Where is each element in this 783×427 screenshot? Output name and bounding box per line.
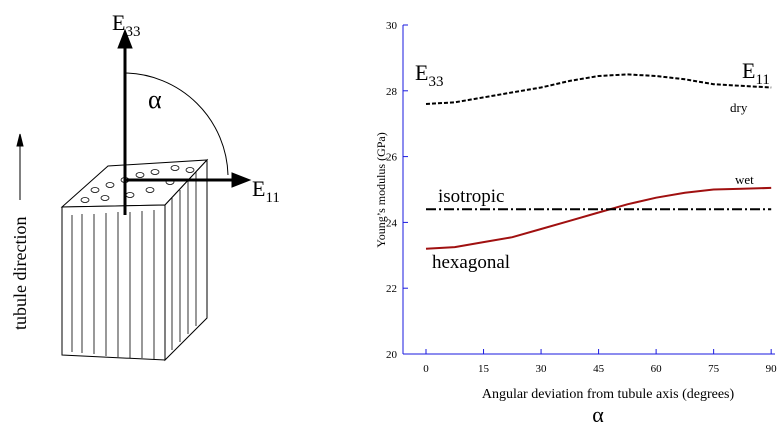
label-base: E	[742, 58, 755, 83]
y-tick-label: 28	[386, 86, 398, 98]
label-base: E	[112, 10, 125, 35]
arrow-head	[16, 133, 24, 147]
diagram	[16, 28, 252, 362]
y-axis-label: Young’s modulus (GPa)	[374, 132, 388, 247]
y-tick-label: 26	[386, 152, 398, 164]
angle-arc	[124, 72, 229, 176]
x-tick-label: 90	[766, 363, 778, 375]
angle-label: α	[148, 85, 162, 114]
e33-annotation: E33	[415, 60, 443, 90]
x-tick-label: 0	[423, 363, 429, 375]
line	[425, 73, 772, 105]
line	[425, 186, 772, 250]
y-tick-label: 20	[386, 349, 398, 361]
e33-label: E33	[112, 10, 140, 40]
arrow-head	[117, 28, 133, 49]
x-axis-label: Angular deviation from tubule axis (degr…	[482, 387, 735, 402]
label-base: E	[252, 176, 265, 201]
label-sub: 11	[755, 72, 769, 88]
x-tick-label: 60	[651, 363, 663, 375]
label-sub: 33	[125, 24, 140, 40]
plot: 20 22 24 26 28 30 0 15 30 45 60 75 90 dry wet isotropic	[386, 20, 777, 375]
x-tick-label: 30	[536, 363, 548, 375]
e11-label: E11	[252, 176, 280, 206]
alpha-label: α	[592, 402, 604, 427]
label-base: E	[415, 60, 428, 85]
x-tick-label: 75	[708, 363, 720, 375]
direction-label: tubule direction	[10, 217, 30, 330]
label-sub: 33	[428, 74, 443, 90]
e11-annotation: E11	[742, 58, 770, 88]
series-label: wet	[735, 172, 754, 187]
block-front	[61, 204, 166, 361]
series-label: isotropic	[438, 186, 505, 207]
y-tick-label: 30	[386, 20, 398, 32]
y-tick-label: 22	[386, 283, 397, 295]
hexagonal-label: hexagonal	[432, 252, 510, 273]
y-tick-label: 24	[386, 217, 398, 229]
label-sub: 11	[265, 190, 279, 206]
block-side	[164, 158, 208, 362]
arrow-head	[231, 172, 252, 188]
x-tick-label: 45	[593, 363, 605, 375]
x-tick-label: 15	[478, 363, 490, 375]
series-label: dry	[730, 100, 748, 115]
